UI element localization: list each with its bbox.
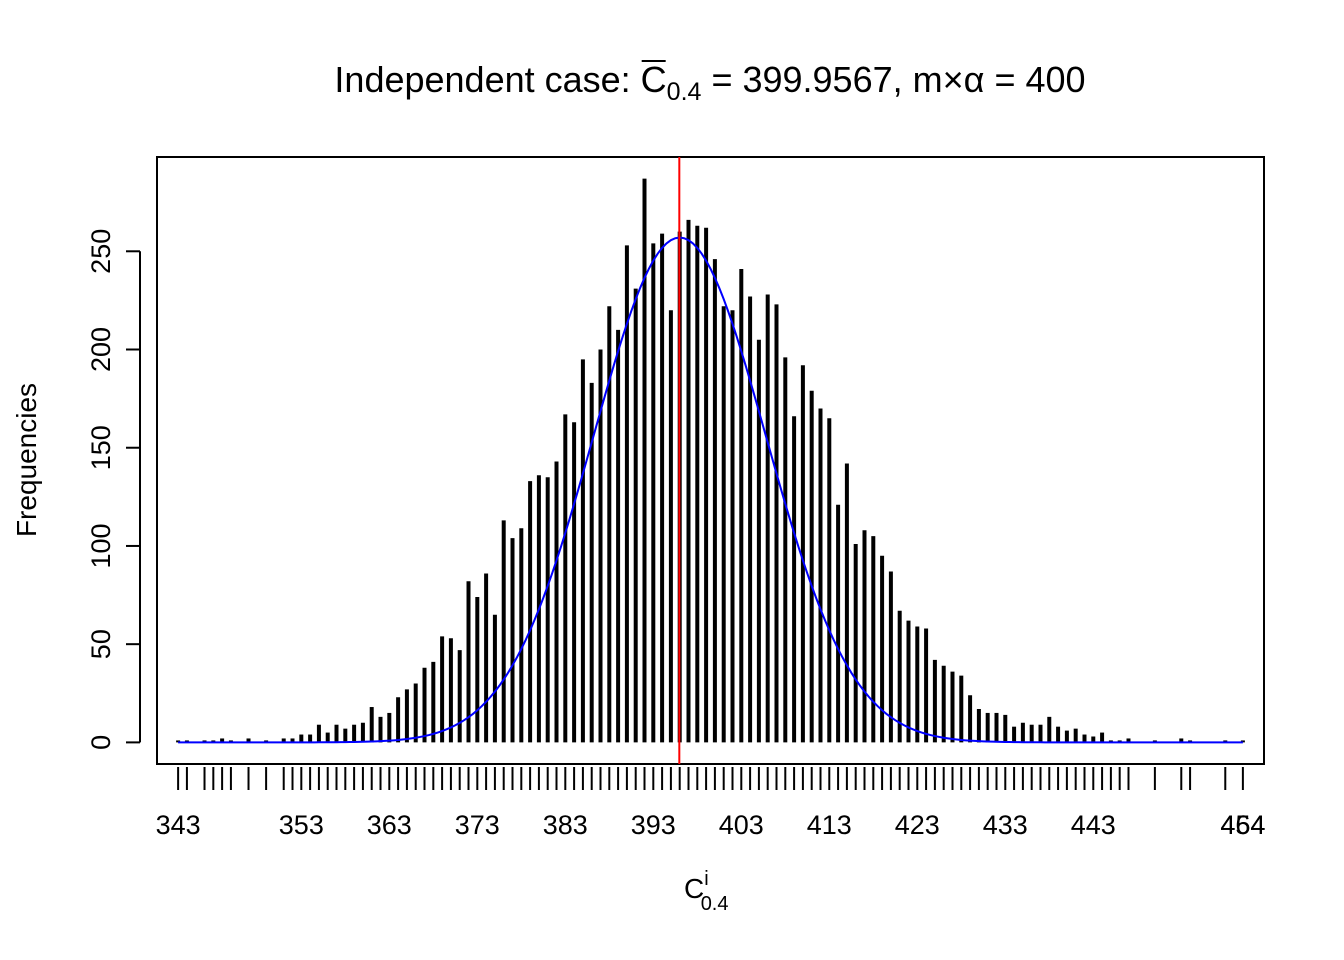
title-stat-symbol: C	[641, 59, 667, 100]
x-axis-title-base: C	[684, 873, 704, 904]
y-axis: 0 50 100 150 200 250	[86, 229, 141, 750]
x-tick-label-413: 413	[807, 810, 852, 840]
x-tick-label-373: 373	[455, 810, 500, 840]
title-prefix: Independent case:	[334, 59, 640, 100]
plot-frame	[156, 156, 1265, 765]
y-tick-label-50: 50	[86, 629, 116, 659]
x-tick-label-454: 454	[1220, 810, 1265, 840]
x-axis-title-superscript: i	[704, 868, 708, 890]
x-tick-label-403: 403	[719, 810, 764, 840]
title-product-m: m	[913, 59, 943, 100]
bars	[176, 178, 1245, 743]
x-tick-label-383: 383	[543, 810, 588, 840]
x-tick-label-433: 433	[983, 810, 1028, 840]
title-product-alpha: α	[964, 59, 985, 100]
y-tick-label-250: 250	[86, 229, 116, 274]
y-axis-title: Frequencies	[11, 383, 42, 537]
title-stat-subscript: 0.4	[667, 78, 702, 106]
x-tick-label-343: 343	[156, 810, 201, 840]
title-product-times: ×	[943, 59, 964, 100]
x-tick-label-393: 393	[631, 810, 676, 840]
y-tick-label-0: 0	[86, 735, 116, 750]
y-tick-label-100: 100	[86, 523, 116, 568]
x-axis-title-subscript: 0.4	[701, 893, 729, 915]
chart-title-text: Independent case: C0.4 = 399.9567, m×α =…	[334, 59, 1085, 106]
y-tick-label-150: 150	[86, 425, 116, 470]
x-tick-label-363: 363	[367, 810, 412, 840]
chart-title: Independent case: C0.4 = 399.9567, m×α =…	[334, 59, 1085, 106]
density-curve	[178, 236, 1243, 744]
title-product-value: = 400	[984, 59, 1085, 100]
y-tick-label-200: 200	[86, 327, 116, 372]
title-stat-value: = 399.9567,	[701, 59, 912, 100]
x-axis-title: Ci 0.4	[684, 868, 729, 915]
x-tick-label-443: 443	[1071, 810, 1116, 840]
x-tick-label-353: 353	[279, 810, 324, 840]
x-tick-label-423: 423	[895, 810, 940, 840]
x-tick-label-464: 464	[1220, 810, 1265, 840]
